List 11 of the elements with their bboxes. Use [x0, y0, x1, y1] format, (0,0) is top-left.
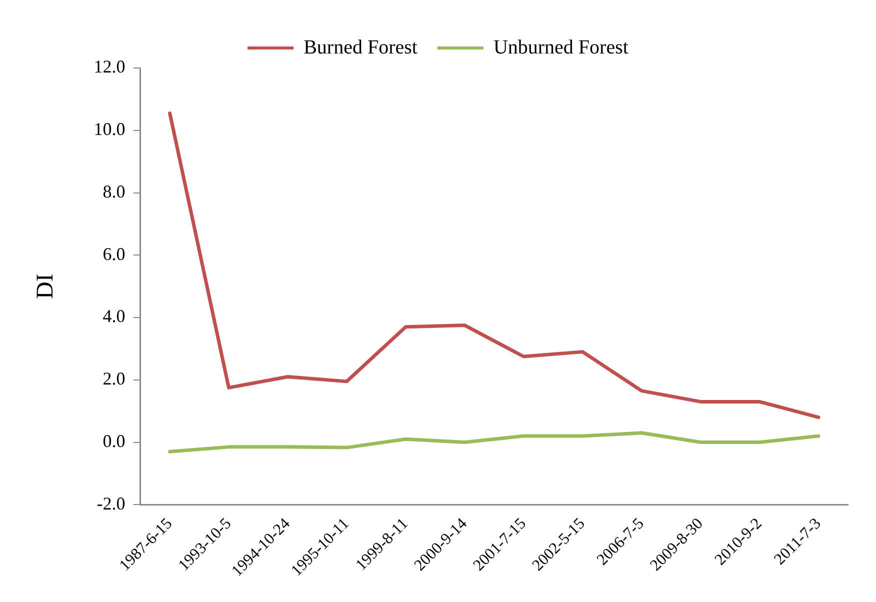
y-tick-label: 0.0: [102, 430, 126, 451]
y-axis-title: DI: [32, 274, 59, 299]
y-tick-label: 2.0: [102, 368, 126, 389]
y-tick-label: -2.0: [96, 493, 126, 514]
y-tick-label: 8.0: [102, 181, 126, 202]
legend-label: Unburned Forest: [493, 36, 629, 58]
y-tick-label: 12.0: [94, 56, 126, 77]
y-tick-label: 6.0: [102, 244, 126, 264]
y-tick-label: 4.0: [102, 306, 126, 326]
y-tick-label: 10.0: [94, 119, 126, 140]
legend-label: Burned Forest: [304, 36, 418, 58]
